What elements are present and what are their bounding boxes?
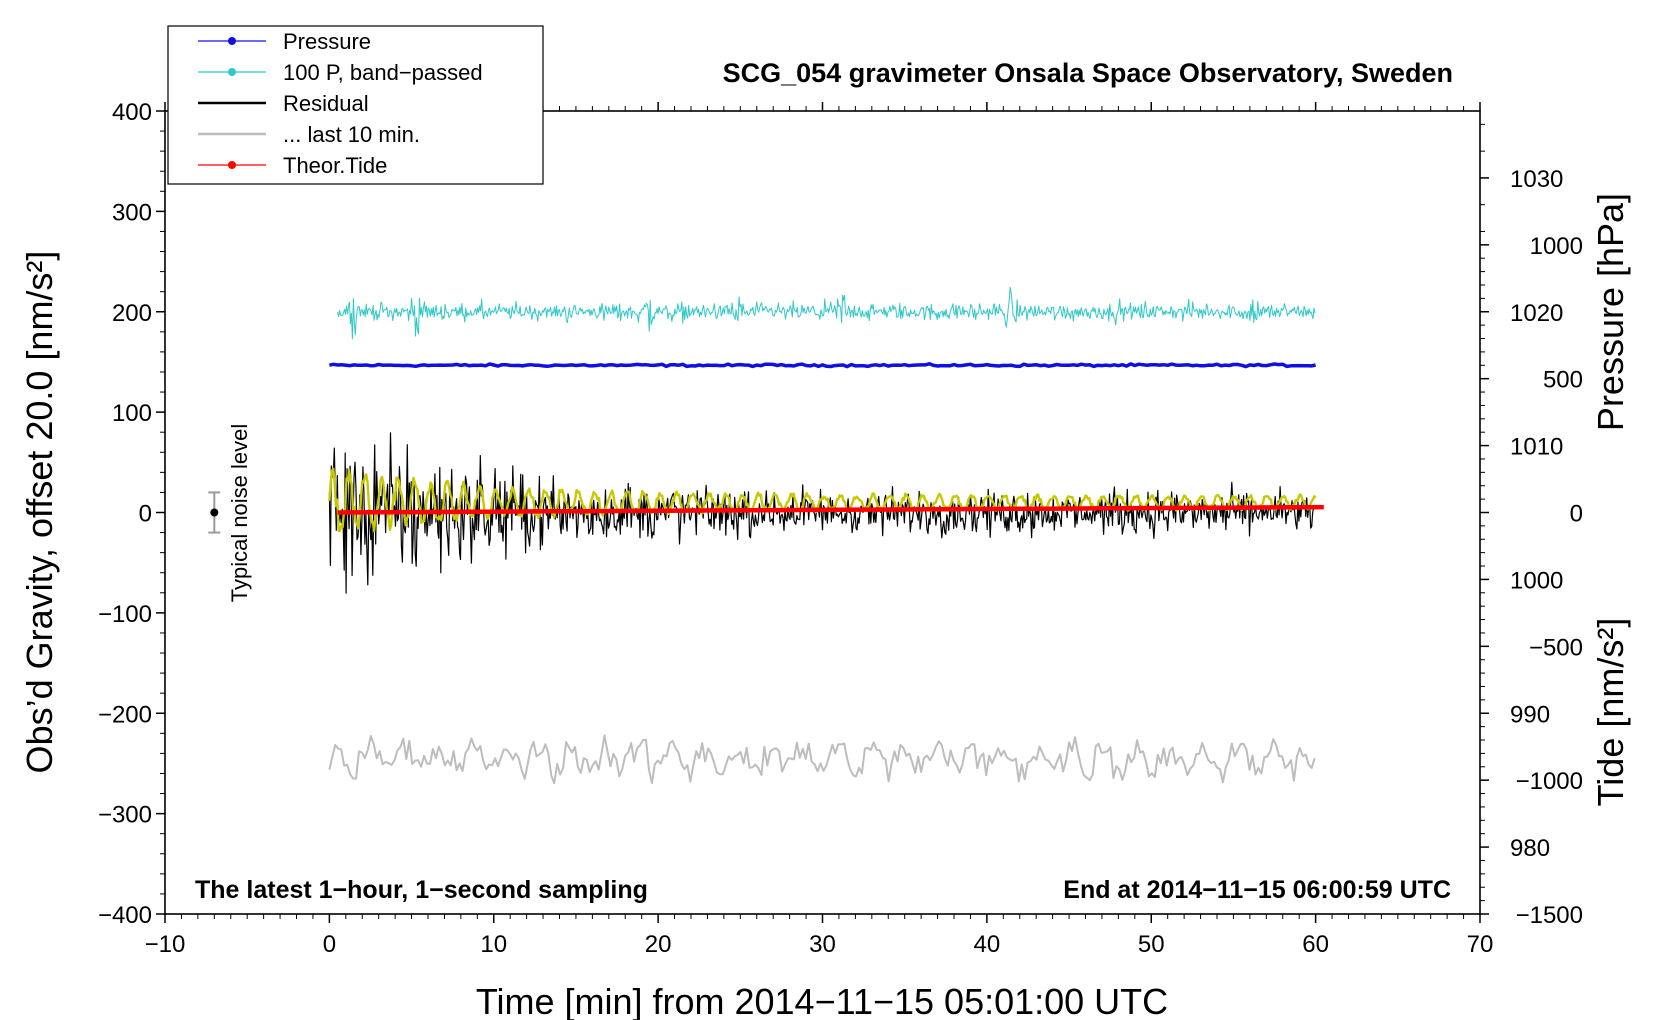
legend: Pressure 100 P, band−passed Residual ... la… [167,25,544,185]
legend-marker-100-p-band-passed [228,68,236,76]
legend-label-theor-tide: Theor.Tide [283,153,387,178]
tide-tick-label: −500 [1529,634,1583,661]
tide-tick-label: 1000 [1530,233,1583,260]
tide-tick-label: 0 [1570,501,1583,528]
x-tick-label: 60 [1302,931,1329,958]
y-tick-label: 400 [112,99,152,126]
noise-bar-center [210,508,219,517]
y-tick-label: 100 [112,400,152,427]
x-tick-label: 30 [809,931,836,958]
legend-box [167,25,544,185]
legend-label-last-10-min: ... last 10 min. [283,122,420,147]
pressure-tick-label: 990 [1510,701,1550,728]
legend-label-residual: Residual [283,91,369,116]
pressure-tick-label: 1020 [1510,300,1563,327]
legend-label-100-p-band-passed: 100 P, band−passed [283,60,483,85]
series-residual [328,432,1315,594]
legend-marker-pressure [228,37,236,45]
series-residual-smoothed [328,467,1317,533]
y-axis-label-pressure: Pressure [hPa] [1590,193,1631,431]
series-pressure [329,362,1316,369]
pressure-tick-label: 1000 [1510,567,1563,594]
noise-level-label: Typical noise level [227,424,252,603]
tide-tick-label: −1000 [1516,768,1583,795]
y-axis-label-left: Obs’d Gravity, offset 20.0 [nm/s²] [19,251,60,774]
x-tick-label: 20 [645,931,672,958]
legend-label-pressure: Pressure [283,29,371,54]
y-tick-label: −400 [98,902,152,929]
annotation-end-time: End at 2014−11−15 06:00:59 UTC [1063,876,1451,904]
x-tick-label: −10 [145,931,186,958]
tide-tick-label: −1500 [1516,902,1583,929]
pressure-tick-label: 1030 [1510,166,1563,193]
series-theor-tide [337,504,1324,515]
chart-title: SCG_054 gravimeter Onsala Space Observat… [723,58,1453,88]
x-tick-label: 10 [480,931,507,958]
x-axis-label: Time [min] from 2014−11−15 05:01:00 UTC [476,981,1168,1020]
y-tick-label: −200 [98,701,152,728]
y-tick-label: −300 [98,802,152,829]
y-tick-label: −100 [98,601,152,628]
annotation-sampling: The latest 1−hour, 1−second sampling [195,876,648,904]
series-100-p-band-passed [337,286,1316,340]
y-axis-label-tide: Tide [nm/s²] [1590,618,1631,807]
y-tick-label: 0 [139,501,152,528]
x-tick-label: 70 [1467,931,1494,958]
legend-marker-theor-tide [228,161,236,169]
y-tick-label: 300 [112,199,152,226]
pressure-tick-label: 1010 [1510,434,1563,461]
x-tick-label: 0 [323,931,336,958]
y-tick-label: 200 [112,300,152,327]
x-tick-label: 40 [974,931,1001,958]
tide-tick-label: 500 [1543,367,1583,394]
x-tick-label: 50 [1138,931,1165,958]
pressure-tick-label: 980 [1510,835,1550,862]
series-last-10-min [328,734,1316,785]
